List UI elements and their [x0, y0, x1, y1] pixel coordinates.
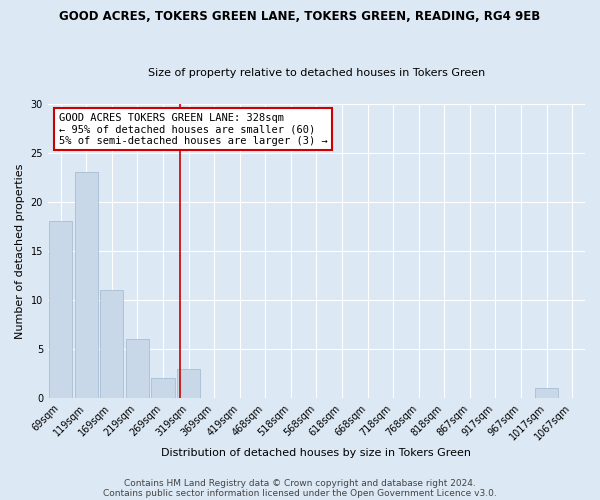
Bar	[49, 222, 72, 398]
Text: GOOD ACRES TOKERS GREEN LANE: 328sqm
← 95% of detached houses are smaller (60)
5: GOOD ACRES TOKERS GREEN LANE: 328sqm ← 9…	[59, 112, 328, 146]
Bar	[177, 368, 200, 398]
Y-axis label: Number of detached properties: Number of detached properties	[15, 163, 25, 338]
Bar	[126, 339, 149, 398]
Text: GOOD ACRES, TOKERS GREEN LANE, TOKERS GREEN, READING, RG4 9EB: GOOD ACRES, TOKERS GREEN LANE, TOKERS GR…	[59, 10, 541, 23]
X-axis label: Distribution of detached houses by size in Tokers Green: Distribution of detached houses by size …	[161, 448, 472, 458]
Bar	[100, 290, 124, 398]
Text: Contains public sector information licensed under the Open Government Licence v3: Contains public sector information licen…	[103, 488, 497, 498]
Bar	[535, 388, 558, 398]
Bar	[75, 172, 98, 398]
Title: Size of property relative to detached houses in Tokers Green: Size of property relative to detached ho…	[148, 68, 485, 78]
Text: Contains HM Land Registry data © Crown copyright and database right 2024.: Contains HM Land Registry data © Crown c…	[124, 478, 476, 488]
Bar	[151, 378, 175, 398]
